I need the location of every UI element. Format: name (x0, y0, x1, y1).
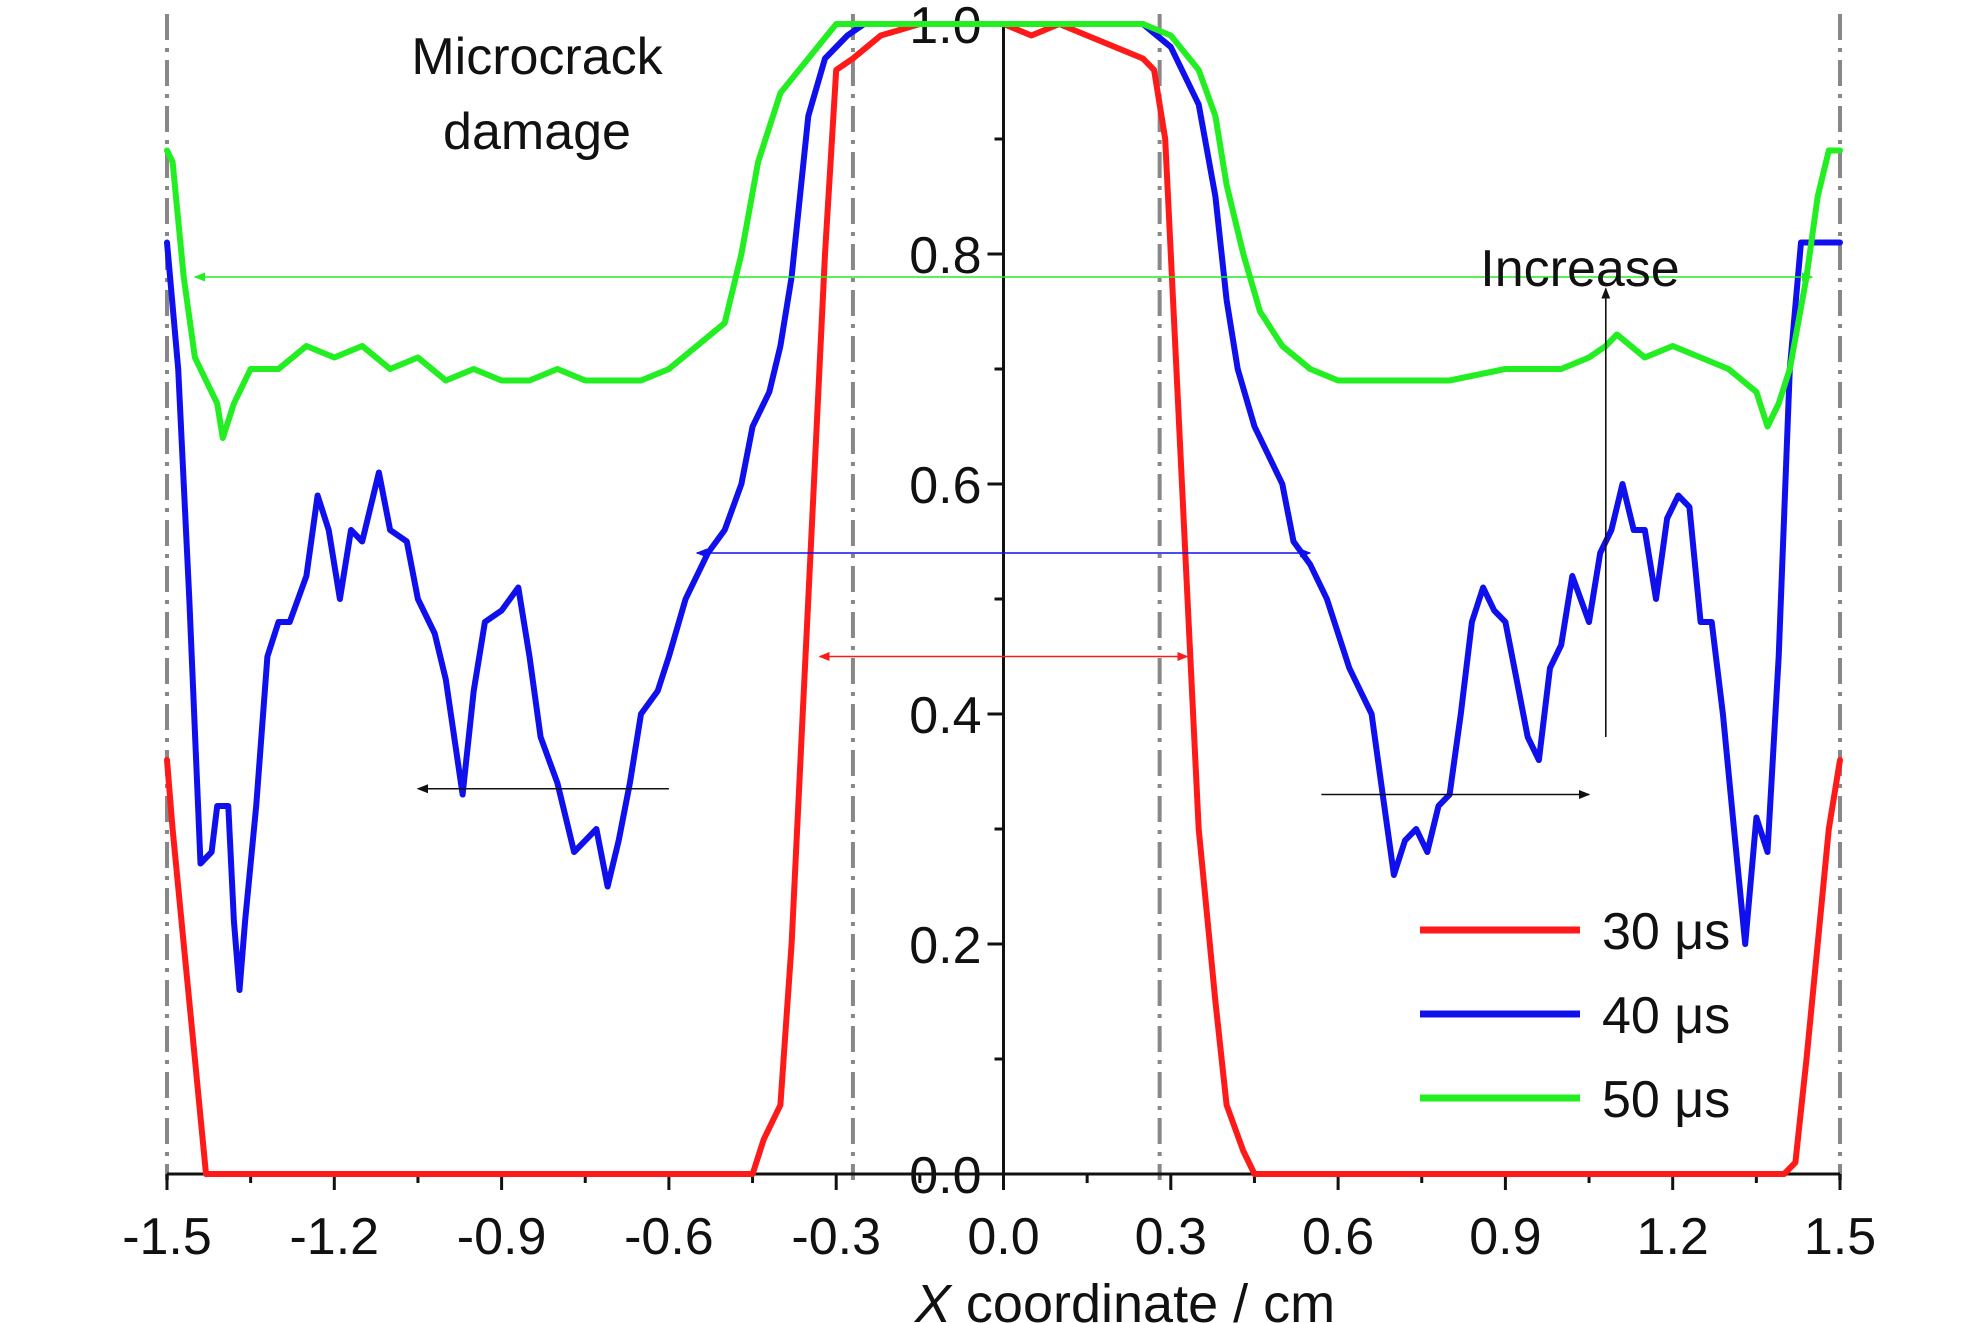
annotation-microcrack-line2: damage (443, 103, 631, 161)
x-tick-label: -0.6 (624, 1208, 714, 1266)
x-tick-label: -0.9 (457, 1208, 547, 1266)
series-line-3 (164, 21, 1843, 441)
x-tick-label: 0.3 (1135, 1208, 1207, 1266)
x-tick-label: 0.9 (1469, 1208, 1541, 1266)
annotations: Microcrack damage Increase (411, 28, 1679, 298)
x-tick-label: 0.6 (1302, 1208, 1374, 1266)
x-tick-label: 0.0 (967, 1208, 1039, 1266)
x-tick-label: -0.3 (791, 1208, 881, 1266)
y-tick-label: 0.0 (909, 1147, 981, 1205)
y-tick-label: 0.6 (909, 457, 981, 515)
axes: -1.5 -1.2 -0.9 -0.6 -0.3 0.0 0.3 0.6 0.9 1.2 1.5 0.… (122, 0, 1876, 1266)
x-tick-label: -1.2 (289, 1208, 379, 1266)
reference-lines (165, 14, 1842, 1180)
annotation-microcrack-line1: Microcrack (411, 28, 663, 86)
legend-label-3: 50 μs (1602, 1071, 1730, 1129)
series-layer (164, 21, 1843, 1177)
x-tick-label: -1.5 (122, 1208, 212, 1266)
series-line-1 (164, 21, 1843, 1177)
annotation-increase: Increase (1480, 240, 1679, 298)
x-tick-label: 1.5 (1804, 1208, 1876, 1266)
y-tick-label: 0.4 (909, 687, 981, 745)
legend: 30 μs 40 μs 50 μs (1420, 903, 1730, 1129)
y-tick-label: 0.2 (909, 917, 981, 975)
y-tick-label: 1.0 (909, 0, 981, 55)
x-axis-label: X coordinate / cm (913, 1274, 1335, 1323)
x-tick-label: 1.2 (1637, 1208, 1709, 1266)
width-markers (193, 272, 1814, 799)
legend-label-2: 40 μs (1602, 987, 1730, 1045)
legend-label-1: 30 μs (1602, 903, 1730, 961)
